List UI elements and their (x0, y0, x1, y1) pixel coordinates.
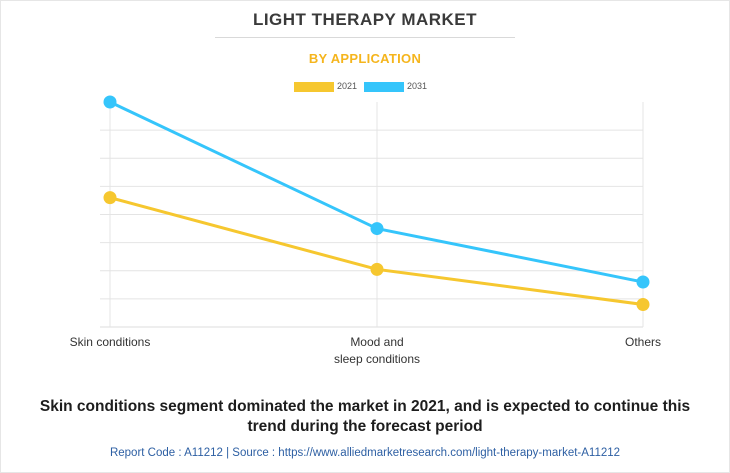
chart-subtitle: BY APPLICATION (308, 51, 422, 66)
x-tick-label-others: Others (573, 334, 713, 351)
data-point-2031-0[interactable] (103, 95, 117, 109)
data-point-2031-1[interactable] (370, 222, 384, 236)
gridlines (100, 102, 644, 328)
data-point-2031-2[interactable] (636, 275, 650, 289)
data-point-2021-0[interactable] (103, 191, 117, 205)
x-tick-label-skin-conditions: Skin conditions (40, 334, 180, 351)
x-tick-label-line: sleep conditions (333, 352, 421, 366)
data-point-2021-2[interactable] (636, 298, 650, 311)
x-tick-label-line: Skin conditions (69, 335, 151, 349)
legend-swatch-2031 (364, 82, 404, 92)
data-point-2021-1[interactable] (370, 262, 384, 276)
x-tick-label-line: Others (624, 335, 661, 349)
legend-label-2031: 2031 (407, 81, 428, 91)
legend-label-2021: 2021 (337, 81, 358, 91)
x-tick-label-line: Mood and (350, 335, 404, 349)
legend-swatch-2021 (294, 82, 334, 92)
chart-caption: Skin conditions segment dominated the ma… (39, 398, 691, 435)
series-layer (103, 95, 650, 311)
source-footer[interactable]: Report Code : A11212 | Source : https://… (109, 447, 621, 459)
chart-title: LIGHT THERAPY MARKET (252, 10, 478, 29)
x-tick-label-mood-sleep: Mood and sleep conditions (307, 334, 447, 368)
legend: 2021 2031 (0, 80, 730, 94)
title-divider (215, 37, 515, 38)
